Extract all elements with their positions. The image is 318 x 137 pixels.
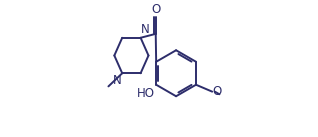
Text: N: N	[141, 23, 150, 36]
Text: N: N	[113, 74, 121, 87]
Text: O: O	[213, 85, 222, 98]
Text: HO: HO	[137, 87, 155, 100]
Text: O: O	[151, 3, 160, 16]
